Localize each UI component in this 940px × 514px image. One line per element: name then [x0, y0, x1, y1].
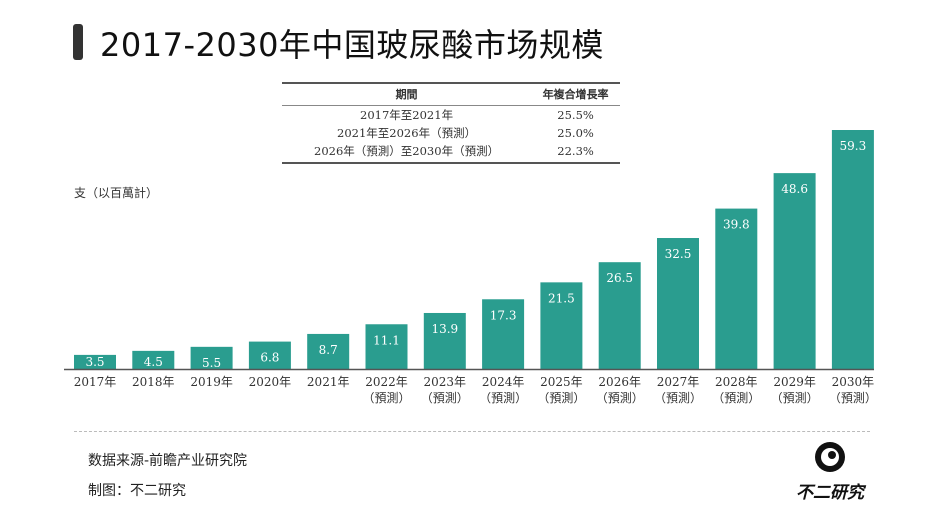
period-cell: 2017年至2021年 — [360, 108, 454, 122]
bar — [248, 341, 291, 369]
x-tick-sublabel: （預測） — [712, 391, 760, 405]
cagr-table: 期間 年複合增長率 2017年至2021年 25.5% 2021年至2026年（預… — [282, 82, 620, 164]
x-tick-label: 2025年 — [540, 375, 583, 389]
rate-cell: 25.5% — [557, 108, 594, 122]
bar — [365, 324, 408, 369]
x-tick-label: 2018年 — [132, 375, 175, 389]
x-tick-label: 2024年 — [482, 375, 525, 389]
x-tick-label: 2028年 — [715, 375, 758, 389]
data-label: 32.5 — [665, 247, 692, 261]
x-tick-sublabel: （預測） — [421, 391, 469, 405]
data-label: 11.1 — [373, 333, 400, 347]
bar — [715, 208, 758, 369]
table-header: 年複合增長率 — [531, 82, 620, 106]
data-label: 5.5 — [202, 356, 221, 370]
data-label: 39.8 — [723, 218, 750, 232]
table-row: 2021年至2026年（預測） 25.0% — [282, 124, 620, 142]
x-tick-sublabel: （預測） — [829, 391, 877, 405]
data-label: 8.7 — [319, 343, 338, 357]
period-cell: 2021年至2026年（預測） — [337, 126, 477, 140]
period-cell: 2026年（預測）至2030年（預測） — [282, 142, 532, 164]
table-row: 2017年至2021年 25.5% — [282, 106, 620, 125]
x-tick-sublabel: （預測） — [537, 391, 585, 405]
source-text: 数据来源-前瞻产业研究院 — [88, 453, 248, 469]
data-label: 59.3 — [840, 139, 867, 153]
data-label: 48.6 — [781, 182, 808, 196]
title-accent-bar — [73, 24, 83, 60]
data-label: 21.5 — [548, 291, 575, 305]
data-label: 17.3 — [490, 308, 517, 322]
rate-cell: 25.0% — [557, 126, 594, 140]
bar — [831, 130, 874, 369]
bar — [307, 333, 350, 369]
x-tick-label: 2029年 — [773, 375, 816, 389]
bar — [773, 173, 816, 369]
bar — [132, 350, 175, 369]
x-tick-label: 2017年 — [74, 375, 117, 389]
bar — [657, 238, 699, 369]
x-tick-label: 2023年 — [424, 375, 467, 389]
data-label: 6.8 — [260, 351, 279, 365]
x-tick-label: 2021年 — [307, 375, 350, 389]
table-header: 期間 — [282, 82, 532, 106]
x-tick-label: 2027年 — [657, 375, 700, 389]
x-tick-sublabel: （預測） — [479, 391, 527, 405]
bar — [540, 282, 583, 369]
bar — [190, 346, 233, 369]
bar — [482, 299, 525, 369]
bar — [423, 312, 466, 369]
unit-label: 支（以百萬計） — [74, 186, 159, 200]
x-tick-label: 2022年 — [365, 375, 408, 389]
x-tick-sublabel: （預測） — [771, 391, 819, 405]
data-label: 3.5 — [85, 355, 104, 369]
x-tick-sublabel: （預測） — [654, 391, 702, 405]
logo-text: 不二研究 — [796, 483, 864, 503]
logo: 不二研究 — [784, 440, 876, 503]
data-label: 4.5 — [144, 355, 163, 369]
x-tick-sublabel: （預測） — [362, 391, 410, 405]
x-tick-label: 2030年 — [832, 375, 875, 389]
bar — [74, 354, 116, 369]
x-tick-label: 2019年 — [190, 375, 233, 389]
page-title: 2017-2030年中国玻尿酸市场规模 — [100, 26, 604, 64]
divider — [74, 431, 870, 432]
logo-icon — [815, 442, 845, 472]
bar — [598, 262, 641, 369]
data-label: 26.5 — [606, 271, 633, 285]
x-tick-label: 2020年 — [249, 375, 292, 389]
data-label: 13.9 — [431, 322, 458, 336]
x-tick-label: 2026年 — [598, 375, 641, 389]
table-row: 2026年（預測）至2030年（預測） 22.3% — [282, 142, 620, 164]
made-by-text: 制图：不二研究 — [88, 483, 186, 499]
rate-cell: 22.3% — [531, 142, 620, 164]
x-tick-sublabel: （預測） — [596, 391, 644, 405]
